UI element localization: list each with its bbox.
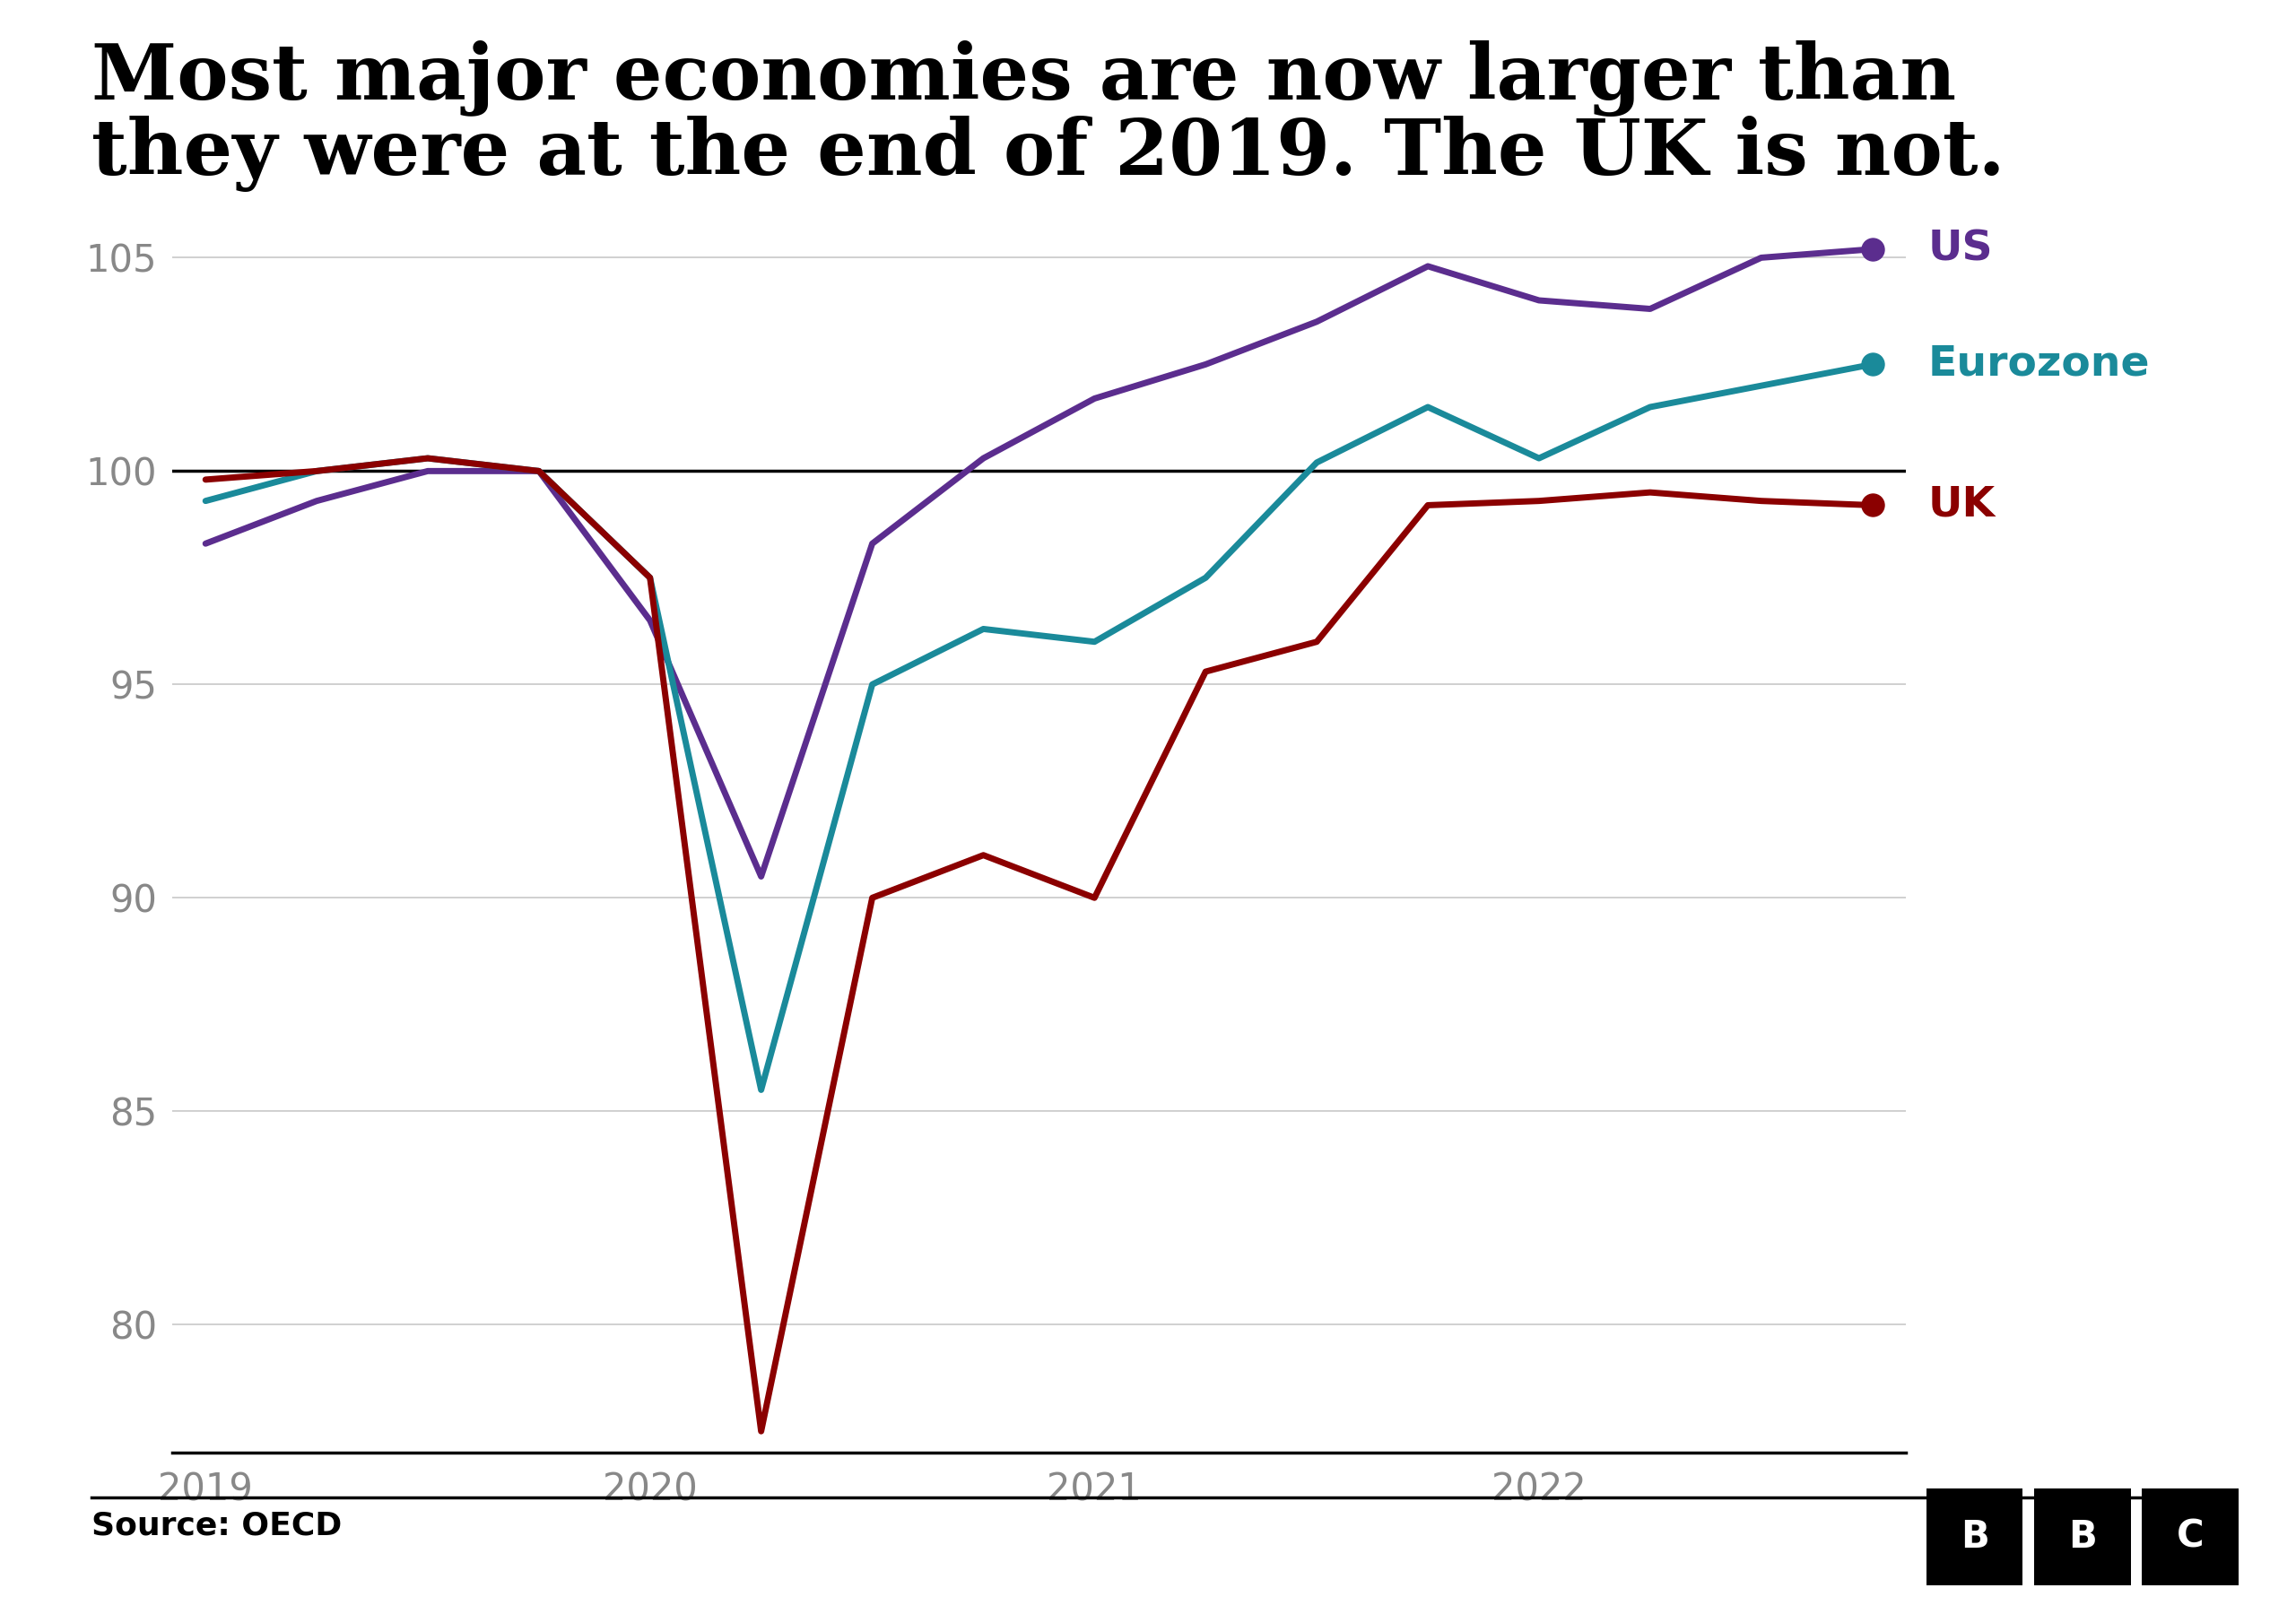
Text: UK: UK (1929, 486, 1995, 526)
Text: Most major economies are now larger than: Most major economies are now larger than (92, 40, 1956, 116)
Text: they were at the end of 2019. The UK is not.: they were at the end of 2019. The UK is … (92, 116, 2004, 192)
Text: B: B (1961, 1517, 1988, 1556)
Text: B: B (2069, 1517, 2096, 1556)
Text: Source: OECD: Source: OECD (92, 1511, 342, 1540)
Text: US: US (1929, 229, 1993, 270)
Text: Eurozone: Eurozone (1929, 344, 2149, 384)
Text: C: C (2177, 1517, 2204, 1556)
